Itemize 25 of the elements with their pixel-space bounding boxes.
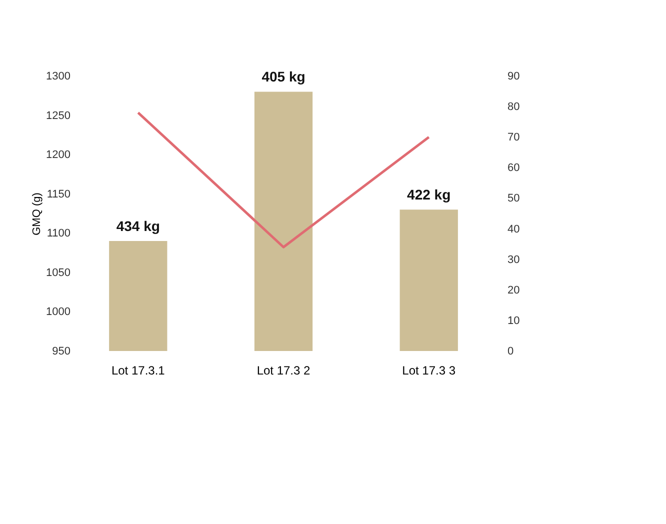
x-tick-label: Lot 17.3 2 [256, 364, 311, 378]
y-tick-label: 950 [52, 346, 70, 358]
y2-tick-label: 80 [508, 101, 520, 114]
y-axis-title: GMQ (g) [31, 192, 44, 236]
y-tick-label: 1300 [46, 70, 70, 82]
y-tick-label: 1250 [46, 110, 70, 122]
y-tick-label: 1100 [46, 228, 70, 240]
x-tick-label: Lot 17.3 3 [402, 364, 456, 378]
y2-tick-label: 70 [508, 132, 520, 144]
y2-tick-label: 50 [508, 192, 520, 205]
y-tick-label: 1150 [46, 188, 70, 200]
y2-tick-label: 40 [508, 223, 520, 236]
annotation: 422 kg [407, 186, 451, 203]
y2-tick-label: 0 [508, 346, 514, 358]
annotation: 434 kg [116, 218, 160, 234]
annotation: 405 kg [262, 68, 306, 85]
x-tick-label: Lot 17.3.1 [111, 364, 166, 378]
y2-tick-label: 20 [508, 284, 520, 296]
y-tick-label: 1050 [46, 266, 70, 279]
y-tick-label: 1200 [46, 149, 70, 162]
y2-tick-label: 90 [508, 70, 520, 82]
y-tick-label: 1000 [46, 306, 70, 318]
y2-tick-label: 30 [508, 254, 520, 266]
y2-tick-label: 10 [508, 314, 520, 327]
y2-tick-label: 60 [508, 162, 520, 174]
